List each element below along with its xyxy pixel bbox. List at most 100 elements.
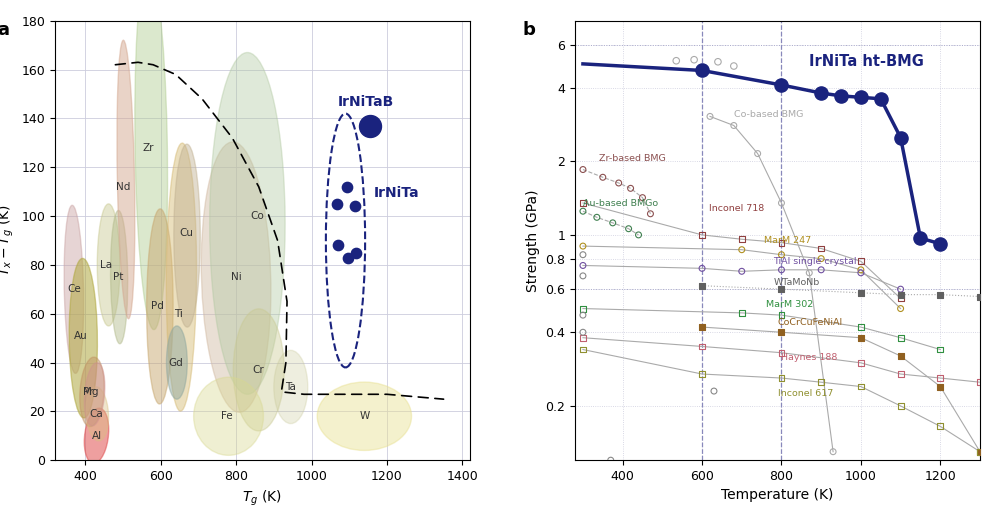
- X-axis label: $T_g$ (K): $T_g$ (K): [242, 488, 283, 508]
- Point: [726, 121, 742, 129]
- Point: [773, 81, 789, 89]
- Point: [668, 57, 684, 65]
- Point: [686, 56, 702, 64]
- Point: [575, 262, 591, 270]
- Point: [362, 122, 378, 130]
- Point: [893, 402, 909, 410]
- Point: [773, 285, 789, 293]
- Text: Al: Al: [91, 431, 102, 441]
- Point: [621, 225, 637, 233]
- Point: [773, 348, 789, 357]
- Point: [853, 257, 869, 266]
- Point: [347, 202, 363, 211]
- Ellipse shape: [84, 362, 105, 426]
- Point: [734, 267, 750, 276]
- Ellipse shape: [210, 53, 285, 394]
- Point: [734, 235, 750, 243]
- Point: [813, 254, 829, 263]
- Point: [893, 133, 909, 141]
- Text: Inconel 617: Inconel 617: [778, 389, 833, 398]
- Point: [339, 183, 355, 191]
- Text: W: W: [359, 411, 369, 421]
- Ellipse shape: [117, 40, 135, 319]
- Ellipse shape: [166, 326, 187, 399]
- Point: [575, 165, 591, 174]
- Point: [631, 231, 647, 239]
- Point: [694, 231, 710, 239]
- Point: [575, 328, 591, 336]
- Text: Ni: Ni: [231, 272, 241, 282]
- Ellipse shape: [80, 357, 104, 426]
- Point: [706, 387, 722, 395]
- X-axis label: Temperature (K): Temperature (K): [721, 488, 834, 502]
- Ellipse shape: [84, 408, 109, 463]
- Ellipse shape: [166, 143, 197, 411]
- Text: Gd: Gd: [168, 358, 183, 368]
- Text: Inconel 718: Inconel 718: [709, 204, 764, 213]
- Text: Fe: Fe: [221, 411, 233, 421]
- Text: Pt: Pt: [113, 272, 124, 282]
- Point: [603, 456, 619, 464]
- Point: [893, 294, 909, 303]
- Text: Ta: Ta: [285, 382, 296, 392]
- Point: [932, 382, 948, 391]
- Point: [893, 333, 909, 342]
- Text: a: a: [0, 21, 9, 39]
- Point: [710, 58, 726, 66]
- Point: [833, 92, 849, 100]
- Text: IrNiTaB: IrNiTaB: [338, 95, 394, 109]
- Text: Mg: Mg: [83, 387, 99, 397]
- Text: Co: Co: [250, 211, 264, 221]
- Ellipse shape: [233, 309, 284, 431]
- Ellipse shape: [317, 382, 412, 450]
- Ellipse shape: [201, 142, 271, 412]
- Point: [972, 292, 988, 301]
- Point: [853, 382, 869, 391]
- Point: [813, 89, 829, 97]
- Point: [694, 323, 710, 331]
- Point: [575, 304, 591, 313]
- Point: [694, 342, 710, 350]
- Point: [750, 149, 766, 158]
- Point: [972, 448, 988, 456]
- Ellipse shape: [86, 387, 109, 441]
- Point: [575, 311, 591, 319]
- Point: [726, 62, 742, 70]
- Text: IrNiTa: IrNiTa: [373, 186, 419, 200]
- Text: Ti: Ti: [174, 309, 183, 319]
- Point: [694, 370, 710, 378]
- Point: [773, 311, 789, 319]
- Text: Pr: Pr: [83, 387, 93, 397]
- Point: [853, 333, 869, 342]
- Point: [702, 112, 718, 121]
- Text: Cr: Cr: [252, 365, 264, 375]
- Text: Ca: Ca: [90, 409, 103, 419]
- Text: Cu: Cu: [179, 228, 193, 238]
- Point: [694, 66, 710, 74]
- Point: [932, 240, 948, 248]
- Point: [734, 309, 750, 317]
- Point: [773, 199, 789, 207]
- Ellipse shape: [111, 211, 128, 344]
- Point: [893, 352, 909, 360]
- Point: [932, 374, 948, 382]
- Point: [893, 370, 909, 378]
- Point: [853, 359, 869, 367]
- Point: [773, 374, 789, 382]
- Point: [932, 291, 948, 299]
- Point: [853, 266, 869, 274]
- Point: [932, 345, 948, 354]
- Point: [734, 245, 750, 254]
- Point: [773, 266, 789, 274]
- Ellipse shape: [147, 209, 173, 404]
- Text: Zr-based BMG: Zr-based BMG: [599, 154, 666, 163]
- Text: Au-based BMGo: Au-based BMGo: [583, 199, 658, 207]
- Point: [605, 219, 621, 227]
- Text: TiAl single crystal: TiAl single crystal: [774, 257, 857, 266]
- Point: [575, 333, 591, 342]
- Y-axis label: $T_x - T_g$ (K): $T_x - T_g$ (K): [0, 204, 16, 277]
- Text: CoCrCuFeNiAl: CoCrCuFeNiAl: [778, 318, 843, 327]
- Point: [853, 289, 869, 297]
- Text: Nd: Nd: [116, 182, 131, 192]
- Point: [853, 269, 869, 277]
